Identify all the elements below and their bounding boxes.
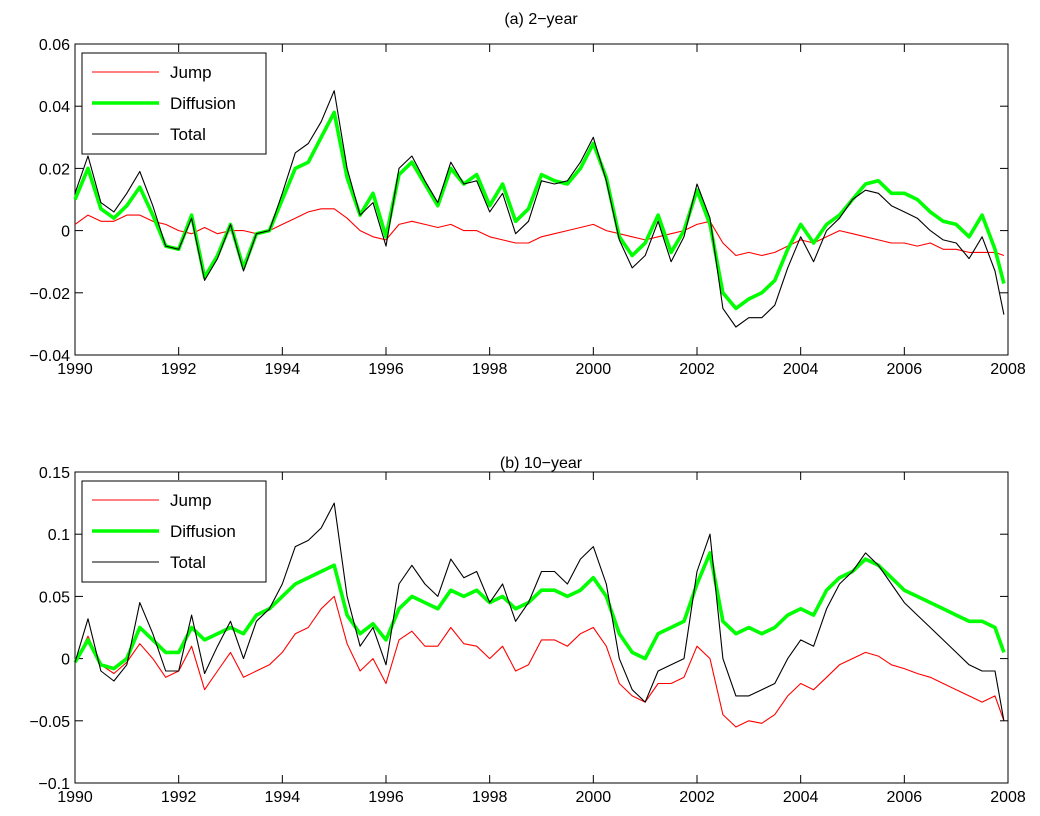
- x-tick-label: 2004: [783, 789, 819, 806]
- x-tick-label: 2000: [576, 789, 612, 806]
- legend-label-total: Total: [170, 125, 206, 144]
- x-tick-label: 1998: [472, 361, 508, 378]
- x-tick-label: 1996: [368, 361, 404, 378]
- x-tick-label: 1990: [57, 361, 93, 378]
- series-layer: [73, 90, 1006, 328]
- y-tick-label: 0.1: [48, 527, 70, 544]
- y-tick-label: −0.05: [30, 714, 71, 731]
- x-tick-label: 2002: [679, 789, 715, 806]
- y-tick-label: 0.05: [39, 589, 70, 606]
- y-tick-label: 0: [61, 652, 70, 669]
- legend-label-total: Total: [170, 553, 206, 572]
- x-tick-label: 1992: [161, 361, 197, 378]
- axis-ticks: 1990 1992 1994 1996 1998 2000 2002 2004 2006 2008…: [30, 465, 1026, 806]
- y-tick-label: 0.15: [39, 465, 70, 482]
- chart-title: (b) 10−year: [500, 455, 583, 472]
- series-line-total: [74, 90, 1005, 328]
- axis-ticks: 1990 1992 1994 1996 1998 2000 2002 2004 2006 2008…: [30, 37, 1026, 378]
- y-tick-label: 0.06: [39, 37, 70, 54]
- x-tick-label: 2002: [679, 361, 715, 378]
- legend: Jump Diffusion Total: [81, 480, 267, 583]
- series-line-jump: [74, 595, 1005, 728]
- x-tick-label: 2000: [576, 361, 612, 378]
- x-tick-label: 1998: [472, 789, 508, 806]
- y-tick-label: 0.04: [39, 99, 70, 116]
- chart-title: (a) 2−year: [504, 11, 578, 28]
- x-tick-label: 1994: [265, 361, 301, 378]
- legend-label-diffusion: Diffusion: [170, 94, 236, 113]
- x-tick-label: 2006: [887, 789, 923, 806]
- y-tick-label: −0.04: [30, 348, 71, 365]
- x-tick-label: 2006: [887, 361, 923, 378]
- legend-label-jump: Jump: [170, 491, 212, 510]
- y-tick-label: −0.02: [30, 286, 71, 303]
- x-tick-label: 1996: [368, 789, 404, 806]
- x-tick-label: 1990: [57, 789, 93, 806]
- panel-10-year: (b) 10−year 1990 1992 1994 1996 1998 2000 2002…: [30, 455, 1026, 806]
- y-tick-label: 0.02: [39, 161, 70, 178]
- x-tick-label: 2004: [783, 361, 819, 378]
- x-tick-label: 1994: [265, 789, 301, 806]
- series-line-total: [74, 502, 1005, 721]
- x-tick-label: 1992: [161, 789, 197, 806]
- series-layer: [73, 502, 1006, 728]
- y-tick-label: 0: [61, 224, 70, 241]
- y-tick-label: −0.1: [38, 776, 70, 793]
- legend-label-jump: Jump: [170, 63, 212, 82]
- panel-2-year: (a) 2−year 1990 1992 1994 1996 1998 2000 2002 2…: [30, 11, 1026, 378]
- legend: Jump Diffusion Total: [81, 52, 267, 155]
- legend-label-diffusion: Diffusion: [170, 522, 236, 541]
- x-tick-label: 2008: [990, 789, 1026, 806]
- x-tick-label: 2008: [990, 361, 1026, 378]
